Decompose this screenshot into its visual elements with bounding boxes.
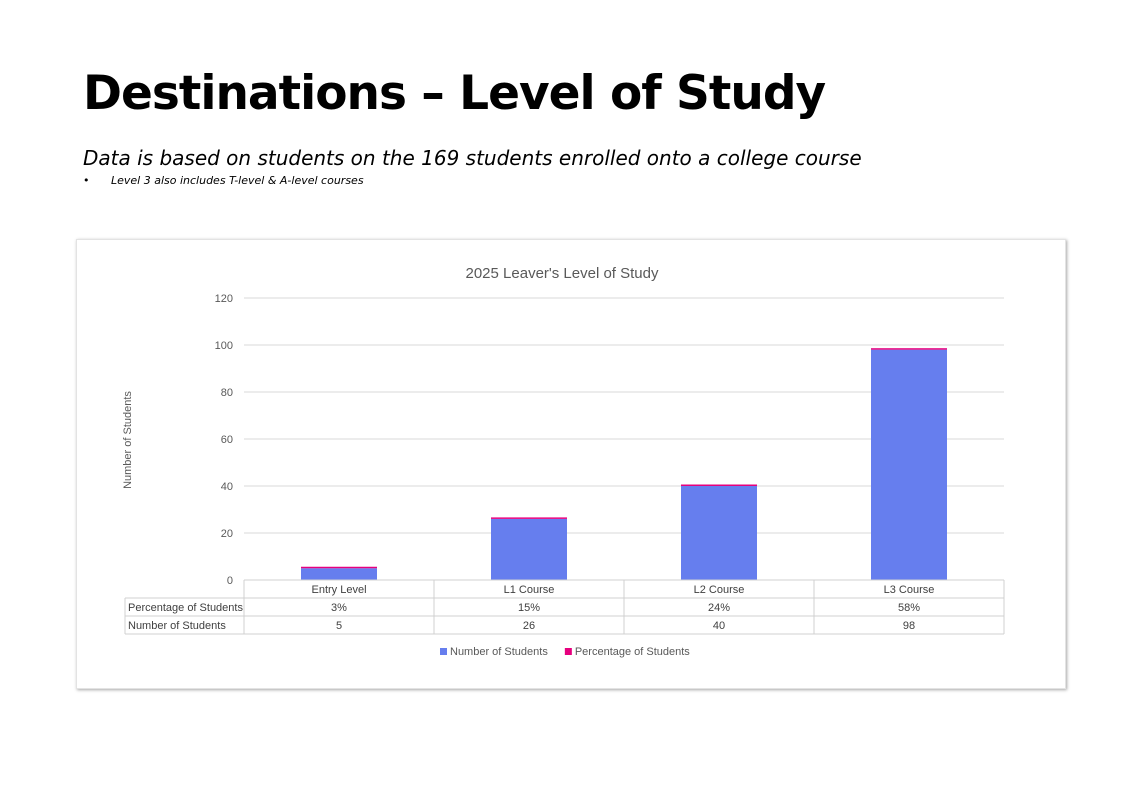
chart-svg: 2025 Leaver's Level of Study 0 20 40 60 80 100… [122,265,1005,658]
y-tick-label: 0 [227,575,233,587]
y-tick-label: 100 [215,340,233,352]
bullet-icon: • [83,174,90,187]
data-label: 26 [523,620,535,632]
data-label: 5 [336,620,342,632]
y-tick-label: 20 [221,528,233,540]
data-label: 58% [898,602,920,614]
x-tick-label: L3 Course [884,584,935,596]
x-tick-label: Entry Level [311,584,366,596]
x-tick-label: L1 Course [504,584,555,596]
table-row-label: Number of Students [128,620,226,632]
bar-number-of-students [681,486,757,580]
chart-card[interactable]: 2025 Leaver's Level of Study 0 20 40 60 80 100… [76,239,1066,689]
bar-number-of-students [871,349,947,580]
chart-title: 2025 Leaver's Level of Study [466,265,659,282]
legend-swatch [440,648,447,655]
page-title: Destinations – Level of Study [83,66,826,121]
legend-label: Percentage of Students [575,646,690,658]
bar-number-of-students [301,568,377,580]
data-label: 15% [518,602,540,614]
note-line: • Level 3 also includes T-level & A-level… [83,174,364,187]
bar-percentage-of-students [491,517,567,519]
legend-swatch [564,648,572,655]
data-label: 98 [903,620,915,632]
y-tick-label: 60 [221,434,233,446]
x-tick-label: L2 Course [694,584,745,596]
page-subtitle: Data is based on students on the 169 stu… [83,146,862,170]
y-tick-label: 120 [215,293,233,305]
data-label: 24% [708,602,730,614]
bar-percentage-of-students [681,484,757,486]
y-tick-label: 40 [221,481,233,493]
legend-label: Number of Students [450,646,548,658]
data-label: 40 [713,620,725,632]
table-row-label: Percentage of Students [128,602,243,614]
y-axis-label: Number of Students [122,391,134,489]
data-label: 3% [331,602,347,614]
y-tick-label: 80 [221,387,233,399]
bar-number-of-students [491,518,567,580]
note-text: Level 3 also includes T-level & A-level … [111,174,364,187]
bar-percentage-of-students [871,348,947,350]
bar-percentage-of-students [301,566,377,569]
